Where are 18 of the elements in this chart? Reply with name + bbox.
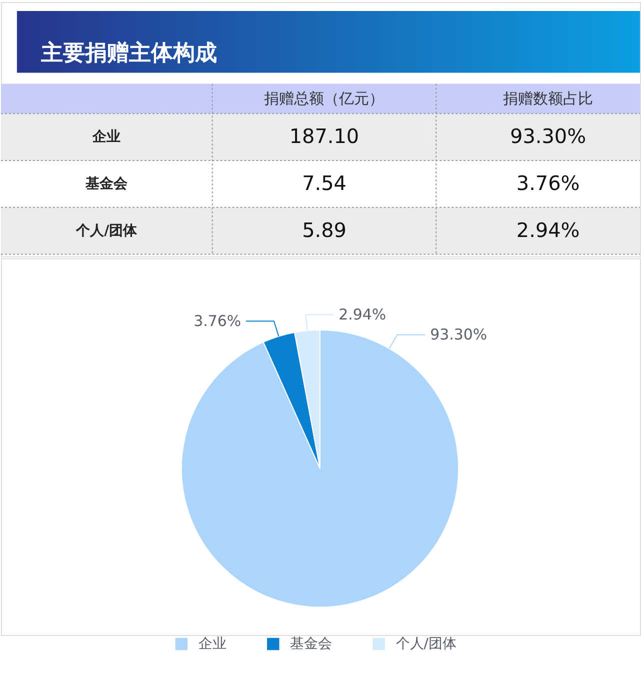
category-label: 捐赠总额（亿元） — [264, 90, 384, 108]
data-label: 2.94% — [338, 306, 386, 324]
data-label: 93.30% — [430, 326, 488, 344]
legend-label: 个人/团体 — [396, 636, 456, 652]
category-label: 捐赠数额占比 — [503, 90, 594, 108]
text: 7.54 — [302, 172, 346, 195]
text: 2.94% — [516, 218, 580, 242]
legend-label: 基金会 — [290, 636, 332, 652]
category-label: 个人/团体 — [76, 222, 138, 239]
text: 187.10 — [289, 125, 360, 148]
text: 5.89 — [302, 218, 346, 242]
data-label: 3.76% — [194, 312, 242, 330]
category-label: 基金会 — [86, 176, 128, 192]
text: 93.30% — [510, 125, 586, 148]
legend-label: 企业 — [198, 636, 226, 652]
text: 3.76% — [516, 172, 580, 195]
text: 主要捐赠主体构成 — [40, 40, 217, 66]
category-label: 企业 — [92, 129, 121, 146]
